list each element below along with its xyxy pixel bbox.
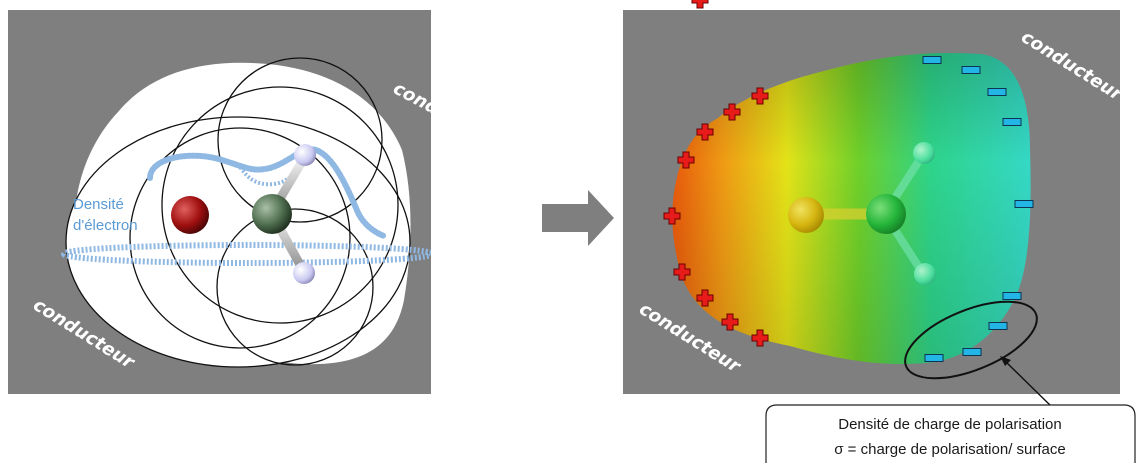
positive-charge-10 bbox=[691, 0, 709, 9]
sphere-hydrogen-bottom bbox=[216, 208, 374, 366]
positive-charge-4 bbox=[677, 151, 695, 169]
callout-line2: σ = charge de polarisation/ surface bbox=[834, 441, 1065, 458]
molecule-inside-cavity bbox=[788, 142, 936, 285]
positive-charge-2 bbox=[723, 103, 741, 121]
atom-oxygen bbox=[171, 196, 209, 234]
sphere-carbon bbox=[161, 86, 399, 324]
negative-charges bbox=[922, 56, 1034, 362]
callout-box bbox=[765, 404, 1136, 463]
sphere-oxygen bbox=[129, 127, 351, 349]
positive-charge-7 bbox=[696, 289, 714, 307]
electron-density-band bbox=[61, 242, 431, 266]
negative-charge-2 bbox=[961, 66, 981, 74]
atom-oxygen-right bbox=[788, 197, 824, 233]
right-panel: conducteur conducteur bbox=[623, 0, 1127, 394]
electron-density-top bbox=[147, 146, 387, 239]
positive-charge-6 bbox=[673, 263, 691, 281]
negative-charge-6 bbox=[1002, 292, 1022, 300]
atom-carbon-right bbox=[866, 194, 906, 234]
electron-density-inner bbox=[236, 159, 306, 187]
atom-hydrogen-top-right bbox=[913, 142, 935, 164]
positive-charge-3 bbox=[696, 123, 714, 141]
negative-charge-5 bbox=[1014, 200, 1034, 208]
transition-arrow bbox=[542, 190, 614, 246]
positive-charge-5 bbox=[663, 207, 681, 225]
callout-line1: Densité de charge de polarisation bbox=[838, 416, 1061, 433]
negative-charge-9 bbox=[924, 354, 944, 362]
callout-pointer bbox=[1003, 359, 1053, 408]
sphere-hydrogen-top bbox=[217, 57, 383, 223]
atom-hydrogen-bottom bbox=[293, 262, 315, 284]
positive-charge-1 bbox=[751, 87, 769, 105]
negative-charge-7 bbox=[988, 322, 1008, 330]
positive-charges bbox=[663, 0, 769, 347]
atom-hydrogen-bottom-right bbox=[914, 263, 936, 285]
negative-charge-4 bbox=[1002, 118, 1022, 126]
positive-charge-9 bbox=[751, 329, 769, 347]
positive-charge-8 bbox=[721, 313, 739, 331]
callout-pointer-head bbox=[1000, 356, 1011, 366]
atom-hydrogen-top bbox=[294, 144, 316, 166]
atom-carbon bbox=[252, 194, 292, 234]
negative-charge-8 bbox=[962, 348, 982, 356]
negative-charge-3 bbox=[987, 88, 1007, 96]
left-panel: Densité d'électron conducteur conducteur bbox=[8, 10, 502, 394]
electron-density-label-line1: Densité bbox=[73, 196, 124, 213]
negative-charge-1 bbox=[922, 56, 942, 64]
highlight-ellipse bbox=[904, 300, 1038, 380]
electron-density-label-line2: d'électron bbox=[73, 217, 138, 234]
